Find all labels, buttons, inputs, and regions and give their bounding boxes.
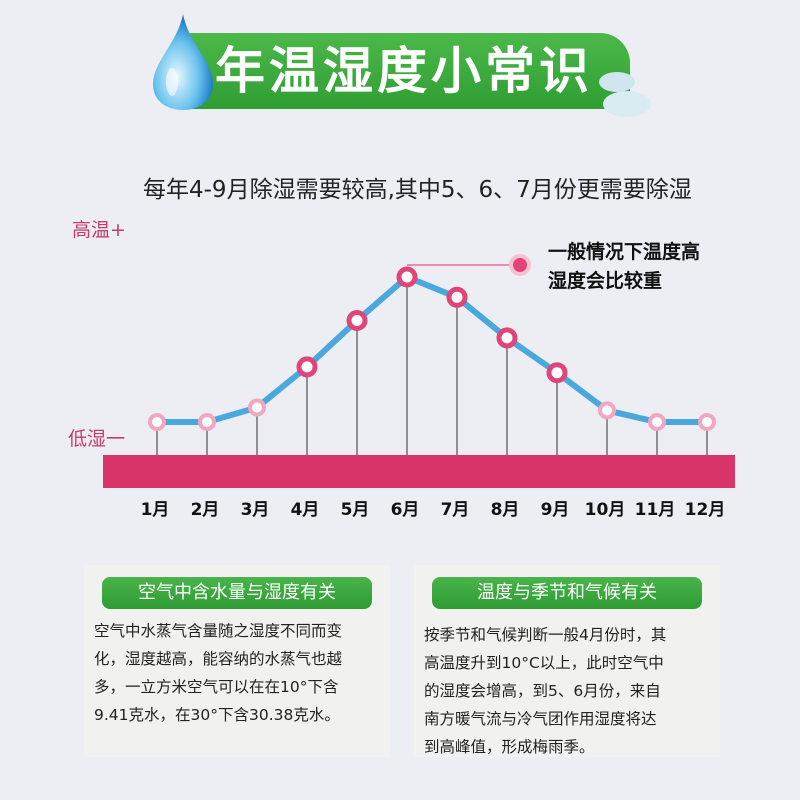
y-label-high: 高温+ xyxy=(72,219,126,241)
baseline-band xyxy=(103,455,735,488)
x-tick-label: 8月 xyxy=(491,500,520,520)
data-point xyxy=(496,327,518,349)
humidity-chart: 1月 2月 3月 4月 5月 6月 7月 8月 9月 10月 11月 12月 xyxy=(103,254,735,520)
card-line: 化，湿度越高，能容纳的水蒸气也越 xyxy=(94,650,343,668)
data-point xyxy=(446,286,468,308)
annotation-marker xyxy=(509,254,531,276)
data-point xyxy=(648,413,666,431)
x-tick-label: 2月 xyxy=(191,500,220,520)
info-card-humidity: 空气中含水量与湿度有关 空气中水蒸气含量随之湿度不同而变 化，湿度越高，能容纳的… xyxy=(84,565,390,757)
x-tick-label: 12月 xyxy=(685,500,726,520)
card-line: 按季节和气候判断一般4月份时，其 xyxy=(424,626,667,644)
x-tick-label: 3月 xyxy=(241,500,270,520)
page-title: 年温湿度小常识 xyxy=(215,42,593,100)
info-card-season: 温度与季节和气候有关 按季节和气候判断一般4月份时，其 高温度升到10°C以上，… xyxy=(414,565,720,757)
series-line xyxy=(157,274,707,425)
data-point xyxy=(396,266,418,288)
x-tick-label: 4月 xyxy=(291,500,320,520)
x-tick-label: 7月 xyxy=(441,500,470,520)
card-line: 多，一立方米空气可以在在10°下含 xyxy=(94,678,339,696)
x-tick-label: 6月 xyxy=(391,500,420,520)
card-title: 温度与季节和气候有关 xyxy=(432,577,702,609)
x-tick-label: 10月 xyxy=(585,500,626,520)
card-line: 的湿度会增高，到5、6月份，来自 xyxy=(424,682,661,700)
title-banner xyxy=(185,33,630,109)
x-tick-label: 9月 xyxy=(541,500,570,520)
annotation-line: 一般情况下温度高 xyxy=(548,241,701,263)
x-tick-label: 1月 xyxy=(141,500,170,520)
data-point xyxy=(546,362,568,384)
water-drop-icon xyxy=(153,14,213,110)
data-point xyxy=(248,398,266,417)
data-point xyxy=(148,413,166,431)
water-bubbles-icon xyxy=(599,72,651,117)
y-label-low: 低湿一 xyxy=(68,428,126,450)
card-line: 9.41克水，在30°下含30.38克水。 xyxy=(94,706,340,724)
annotation-line: 湿度会比较重 xyxy=(548,270,663,292)
data-point xyxy=(198,413,216,431)
x-tick-label: 5月 xyxy=(341,500,370,520)
data-point xyxy=(296,356,318,378)
data-point xyxy=(598,401,616,420)
subtitle: 每年4-9月除湿需要较高,其中5、6、7月份更需要除湿 xyxy=(143,177,692,203)
annotation: 一般情况下温度高 湿度会比较重 xyxy=(548,238,700,296)
card-line: 空气中水蒸气含量随之湿度不同而变 xyxy=(94,622,343,640)
data-point xyxy=(698,413,716,431)
card-line: 高温度升到10°C以上，此时空气中 xyxy=(424,654,664,672)
card-line: 南方暖气流与冷气团作用湿度将达 xyxy=(424,710,657,728)
card-title: 空气中含水量与湿度有关 xyxy=(102,577,372,609)
data-point xyxy=(346,310,368,331)
x-tick-label: 11月 xyxy=(635,500,676,520)
card-line: 到高峰值，形成梅雨季。 xyxy=(424,738,595,756)
